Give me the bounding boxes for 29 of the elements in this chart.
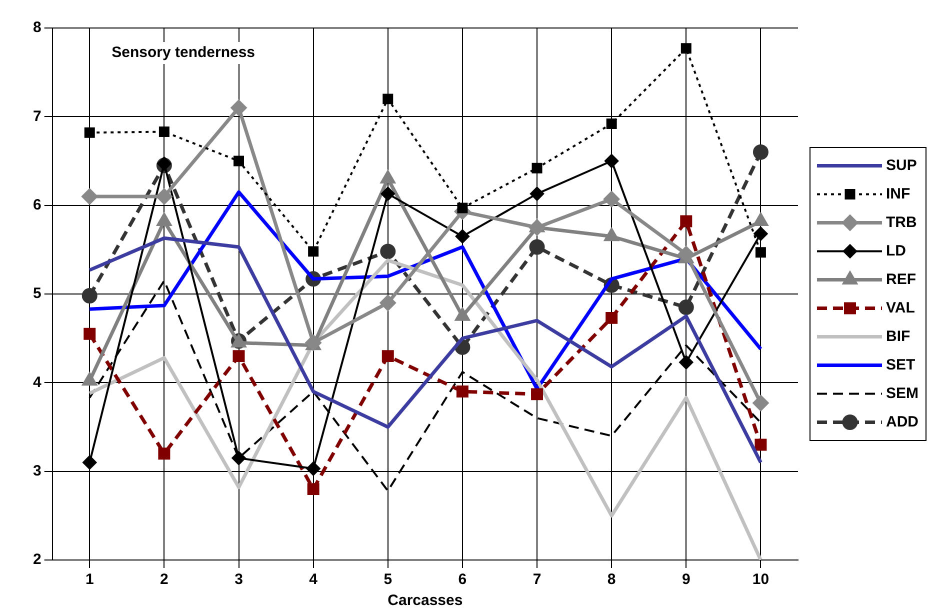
x-tick-label: 9 (682, 571, 690, 588)
legend-label: BIF (886, 328, 910, 345)
x-tick-label: 1 (85, 571, 94, 588)
legend-label: REF (886, 270, 916, 288)
legend-label: VAL (886, 299, 915, 316)
legend-label: ADD (886, 413, 919, 430)
legend-label: SEM (886, 384, 919, 402)
y-tick-label: 4 (33, 374, 42, 391)
x-tick-label: 8 (607, 571, 616, 588)
legend-label: SUP (886, 156, 917, 174)
legend-label: TRB (886, 214, 917, 231)
x-tick-label: 7 (532, 571, 542, 588)
y-tick-label: 2 (33, 551, 42, 568)
x-tick-label: 5 (384, 571, 392, 588)
y-tick-label: 8 (33, 19, 42, 36)
x-tick-label: 3 (234, 571, 243, 588)
x-axis-title: Carcasses (388, 592, 463, 610)
y-tick-label: 5 (33, 285, 42, 302)
y-tick-label: 3 (33, 462, 42, 480)
legend-label: LD (886, 242, 906, 260)
x-tick-label: 6 (458, 571, 467, 588)
x-tick-label: 4 (309, 571, 318, 588)
y-tick-label: 6 (33, 196, 42, 214)
legend-label: SET (886, 356, 916, 374)
x-tick-label: 10 (752, 571, 770, 588)
y-tick-label: 7 (33, 108, 42, 125)
legend-label: INF (886, 185, 910, 202)
text: Sensory tenderness (112, 44, 256, 62)
x-tick-label: 2 (160, 571, 168, 588)
